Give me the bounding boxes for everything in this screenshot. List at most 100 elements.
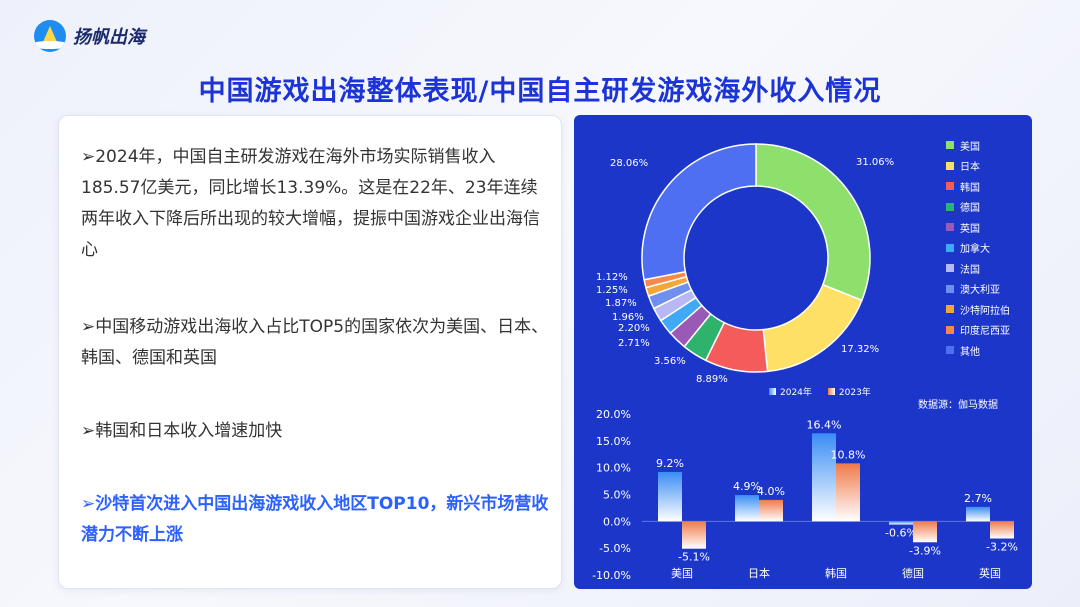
donut-label-9: 1.25%: [596, 285, 628, 296]
x-category-label: 德国: [902, 566, 924, 580]
legend-label: 法国: [960, 264, 980, 276]
bar-legend-label: 2023年: [838, 388, 871, 398]
legend-item-5: 英国: [946, 217, 1010, 238]
bar-2-3: [836, 463, 860, 522]
bar-2-1: [682, 521, 706, 549]
legend-label: 德国: [960, 203, 980, 215]
donut-label-8: 1.87%: [605, 298, 637, 309]
legend-label: 美国: [960, 141, 980, 153]
data-source: 数据源：伽马数据: [918, 400, 998, 411]
bullet-4: ➢沙特首次进入中国出海游戏收入地区TOP10，新兴市场营收潜力不断上涨: [81, 494, 549, 545]
bar-value-label: 9.2%: [656, 457, 684, 470]
bullet-2: ➢中国移动游戏出海收入占比TOP5的国家依次为美国、日本、韩国、德国和英国: [81, 317, 549, 368]
bar-value-label: 4.9%: [733, 480, 761, 493]
legend-label: 其他: [960, 346, 980, 358]
bar-chart: -10.0% -5.0% 0.0% 5.0% 10.0% 15.0% 20.0% 9.2% -5…: [592, 408, 1018, 582]
legend-swatch: [946, 161, 954, 170]
legend-swatch: [946, 141, 954, 150]
legend-item-1: 美国: [946, 135, 1010, 156]
legend-swatch: [946, 284, 954, 293]
bar-value-label: 10.8%: [831, 448, 866, 461]
legend-item-7: 法国: [946, 258, 1010, 279]
donut-chart: 31.06% 17.32% 8.89% 3.56% 2.71% 2.20%1.96% 1.8…: [596, 143, 894, 385]
legend-swatch: [946, 325, 954, 334]
legend-label: 英国: [960, 223, 980, 235]
bar-1-3: [812, 433, 836, 522]
chart-panel: 31.06% 17.32% 8.89% 3.56% 2.71% 2.20% 1.96% 1.8…: [574, 115, 1032, 589]
bar-value-label: 4.0%: [757, 485, 785, 498]
bar-value-label: -3.2%: [986, 541, 1018, 554]
bar-value-label: -0.6%: [885, 527, 917, 540]
x-category-label: 韩国: [825, 566, 847, 580]
donut-slice-1: [755, 143, 871, 302]
bar-1-1: [658, 471, 682, 522]
bar-2-4: [913, 521, 937, 543]
bar-1-4: [889, 521, 913, 525]
bullet-3: ➢韩国和日本收入增速加快: [81, 421, 283, 441]
y-tick-label: -5.0%: [599, 542, 631, 555]
legend-swatch: [946, 305, 954, 314]
legend-swatch: [946, 243, 954, 252]
donut-label-5: 2.71%: [618, 338, 650, 349]
donut-label-6: 2.20%: [618, 323, 650, 334]
brand-logo: 扬帆出海: [34, 20, 145, 52]
bar-legend-item-1: 2024年: [769, 385, 812, 398]
legend-item-6: 加拿大: [946, 238, 1010, 259]
text-panel: ➢2024年，中国自主研发游戏在海外市场实际销售收入185.57亿美元，同比增长…: [58, 115, 562, 589]
legend-item-8: 澳大利亚: [946, 279, 1010, 300]
page-title: 中国游戏出海整体表现/中国自主研发游戏海外收入情况: [198, 76, 882, 107]
y-tick-label: -10.0%: [592, 569, 631, 582]
donut-label-10: 1.12%: [596, 272, 628, 283]
bar-legend-swatch: [769, 388, 776, 395]
y-tick-label: 15.0%: [596, 435, 631, 448]
legend-label: 澳大利亚: [960, 285, 1000, 297]
bar-legend-swatch: [827, 388, 835, 395]
y-tick-label: 10.0%: [596, 462, 631, 475]
bar-value-label: -3.9%: [909, 544, 941, 557]
legend-swatch: [946, 264, 954, 273]
legend-label: 韩国: [960, 182, 980, 194]
donut-slice-11: [641, 143, 757, 281]
y-tick-label: 20.0%: [596, 408, 631, 421]
legend-item-11: 其他: [946, 340, 1010, 361]
legend-label: 日本: [960, 162, 980, 174]
legend-item-3: 韩国: [946, 176, 1010, 197]
bar-2-5: [990, 521, 1014, 539]
donut-slice-2: [762, 283, 863, 373]
legend-item-9: 沙特阿拉伯: [946, 299, 1010, 320]
legend-swatch: [946, 346, 954, 355]
bar-value-label: 16.4%: [807, 418, 842, 431]
y-tick-label: 0.0%: [603, 515, 631, 528]
legend-item-4: 德国: [946, 197, 1010, 218]
legend-item-10: 印度尼西亚: [946, 320, 1010, 341]
donut-legend: 美国日本韩国德国英国加拿大法国澳大利亚沙特阿拉伯印度尼西亚其他: [946, 135, 1010, 361]
legend-item-2: 日本: [946, 156, 1010, 177]
bar-2-2: [759, 499, 783, 522]
legend-swatch: [946, 202, 954, 211]
bar-1-2: [735, 495, 759, 522]
donut-label-11: 28.06%: [610, 158, 648, 169]
brand-name: 扬帆出海: [73, 27, 145, 48]
donut-label-3: 8.89%: [696, 374, 728, 385]
legend-swatch: [946, 182, 954, 191]
donut-label-2: 17.32%: [841, 344, 879, 355]
donut-label-7: 1.96%: [612, 312, 644, 323]
legend-swatch: [946, 223, 954, 232]
donut-label-4: 3.56%: [654, 356, 686, 367]
legend-label: 沙特阿拉伯: [960, 305, 1010, 317]
bar-1-5: [966, 506, 990, 522]
x-category-label: 日本: [748, 566, 770, 580]
y-tick-label: 5.0%: [603, 489, 631, 502]
bar-legend-label: 2024年: [780, 388, 812, 398]
sailboat-icon: [34, 20, 66, 52]
bar-legend: 2024年 2023年: [769, 385, 887, 398]
legend-label: 印度尼西亚: [960, 326, 1010, 338]
bullet-1: ➢2024年，中国自主研发游戏在海外市场实际销售收入185.57亿美元，同比增长…: [81, 147, 540, 260]
legend-label: 加拿大: [960, 244, 990, 256]
donut-label-1: 31.06%: [856, 157, 894, 168]
bar-value-label: 2.7%: [964, 492, 992, 505]
bar-value-label: -5.1%: [678, 551, 710, 564]
x-category-label: 英国: [979, 566, 1001, 580]
bar-legend-item-2: 2023年: [827, 385, 871, 398]
x-category-label: 美国: [671, 567, 693, 580]
